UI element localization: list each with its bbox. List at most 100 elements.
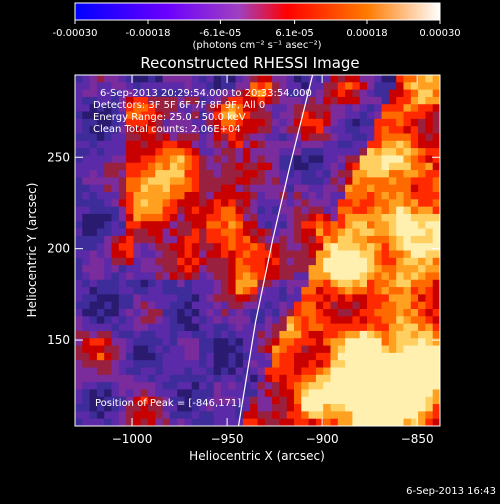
heatmap-cell: [279, 228, 288, 237]
heatmap-cell: [235, 228, 244, 237]
heatmap-cell: [177, 133, 186, 142]
heatmap-cell: [118, 177, 127, 186]
heatmap-cell: [191, 126, 200, 135]
heatmap-cell: [118, 265, 127, 274]
heatmap-cell: [169, 243, 178, 252]
heatmap-cell: [118, 272, 127, 281]
heatmap-cell: [169, 294, 178, 303]
heatmap-cell: [111, 389, 120, 398]
heatmap-cell: [250, 360, 259, 369]
heatmap-cell: [418, 265, 426, 274]
heatmap-cell: [374, 75, 383, 83]
heatmap-cell: [425, 367, 434, 376]
heatmap-cell: [82, 235, 91, 244]
heatmap-cell: [264, 316, 273, 325]
heatmap-cell: [140, 82, 149, 91]
heatmap-cell: [418, 389, 426, 398]
heatmap-cell: [133, 133, 142, 142]
heatmap-cell: [396, 345, 405, 354]
heatmap-cell: [177, 96, 186, 105]
heatmap-cell: [286, 162, 295, 171]
heatmap-cell: [359, 382, 368, 391]
heatmap-cell: [162, 279, 171, 288]
heatmap-cell: [140, 279, 149, 288]
heatmap-cell: [345, 367, 353, 376]
heatmap-cell: [418, 235, 426, 244]
heatmap-cell: [75, 184, 83, 193]
heatmap-cell: [104, 301, 113, 310]
heatmap-cell: [264, 418, 273, 426]
heatmap-cell: [133, 82, 142, 91]
heatmap-cell: [228, 96, 237, 105]
heatmap-cell: [221, 177, 229, 186]
heatmap-cell: [396, 140, 405, 149]
heatmap-cell: [359, 206, 368, 215]
heatmap-cell: [381, 250, 390, 259]
heatmap-cell: [199, 162, 207, 171]
heatmap-cell: [126, 118, 134, 127]
heatmap-cell: [126, 360, 134, 369]
heatmap-cell: [403, 243, 412, 252]
heatmap-cell: [89, 250, 98, 259]
heatmap-cell: [425, 133, 434, 142]
heatmap-cell: [359, 330, 368, 339]
heatmap-cell: [118, 243, 127, 252]
heatmap-cell: [169, 221, 178, 230]
heatmap-cell: [177, 243, 186, 252]
heatmap-cell: [396, 309, 405, 317]
heatmap-cell: [155, 352, 164, 361]
heatmap-cell: [148, 396, 156, 405]
heatmap-cell: [418, 199, 426, 208]
heatmap-cell: [228, 243, 237, 252]
heatmap-cell: [432, 118, 440, 127]
heatmap-cell: [89, 382, 98, 391]
heatmap-cell: [272, 177, 280, 186]
heatmap-cell: [104, 184, 113, 193]
heatmap-cell: [199, 148, 207, 157]
heatmap-cell: [257, 140, 266, 149]
heatmap-cell: [330, 148, 339, 157]
heatmap-cell: [111, 250, 120, 259]
heatmap-cell: [301, 250, 310, 259]
heatmap-cell: [337, 279, 346, 288]
heatmap-cell: [169, 140, 178, 149]
heatmap-cell: [82, 126, 91, 135]
heatmap-cell: [308, 82, 317, 91]
heatmap-cell: [228, 301, 237, 310]
heatmap-cell: [418, 287, 426, 295]
heatmap-cell: [308, 323, 317, 332]
heatmap-cell: [133, 404, 142, 412]
heatmap-cell: [418, 316, 426, 325]
heatmap-cell: [89, 155, 98, 164]
heatmap-cell: [432, 104, 440, 113]
heatmap-cell: [82, 184, 91, 193]
heatmap-cell: [133, 118, 142, 127]
heatmap-cell: [272, 352, 280, 361]
heatmap-cell: [140, 265, 149, 274]
heatmap-cell: [337, 330, 346, 339]
heatmap-cell: [418, 345, 426, 354]
heatmap-cell: [75, 338, 83, 347]
heatmap-cell: [206, 294, 215, 303]
heatmap-cell: [82, 411, 91, 420]
heatmap-cell: [410, 309, 419, 317]
heatmap-cell: [410, 111, 419, 120]
heatmap-cell: [242, 228, 251, 237]
heatmap-cell: [118, 294, 127, 303]
heatmap-cell: [235, 140, 244, 149]
heatmap-cell: [279, 330, 288, 339]
heatmap-cell: [140, 367, 149, 376]
heatmap-cell: [191, 213, 200, 222]
heatmap-cell: [250, 155, 259, 164]
heatmap-cell: [228, 235, 237, 244]
heatmap-cell: [381, 345, 390, 354]
heatmap-cell: [301, 301, 310, 310]
heatmap-cell: [82, 367, 91, 376]
heatmap-cell: [286, 192, 295, 200]
heatmap-cell: [133, 192, 142, 200]
heatmap-cell: [272, 287, 280, 295]
heatmap-cell: [228, 250, 237, 259]
heatmap-cell: [133, 301, 142, 310]
heatmap-cell: [272, 396, 280, 405]
heatmap-cell: [177, 301, 186, 310]
